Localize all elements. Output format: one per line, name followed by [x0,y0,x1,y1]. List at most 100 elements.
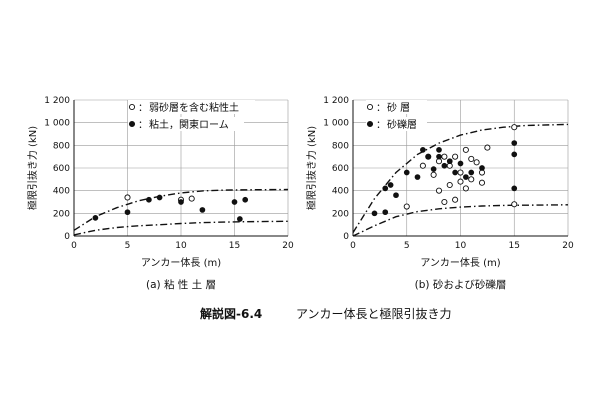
x-tick-label: 20 [562,241,574,251]
legend-backdrop [366,117,427,131]
data-point-open [457,178,464,185]
data-point-open [419,162,426,169]
legend-marker-filled [128,120,136,128]
data-point-filled [430,166,437,172]
legend-backdrop [128,117,244,131]
data-point-filled [457,160,464,167]
data-point-open [430,171,437,178]
data-point-filled [436,147,442,153]
data-point-filled [441,162,448,169]
data-point-filled [479,165,485,171]
data-point-filled [387,182,394,188]
data-point-open [478,179,486,186]
data-point-filled [420,147,426,153]
legend-colon: ： [138,120,148,131]
data-point-filled [231,199,238,205]
y-tick-label: 200 [53,209,70,219]
y-tick-label: 1 200 [323,96,349,106]
envelope-curve [73,220,289,236]
legend-colon: ： [138,103,148,114]
data-point-open [403,203,410,210]
legend-label: 砂礫層 [387,118,417,131]
y-tick-label: 400 [332,187,349,197]
data-point-filled [178,199,184,205]
data-point-filled [199,207,206,213]
data-point-open [446,181,453,189]
data-point-filled [371,210,378,217]
data-point-open [441,153,448,160]
data-point-filled [403,169,410,176]
data-point-filled [511,151,518,158]
data-point-filled [156,194,163,201]
x-tick-label: 5 [404,241,410,251]
data-point-filled [382,185,389,192]
x-axis-label: アンカー体長 (m) [420,257,500,269]
legend-marker-filled [366,120,374,128]
data-point-open [468,176,475,183]
x-tick-label: 5 [125,241,131,251]
y-tick-label: 0 [343,232,349,242]
data-point-open [435,187,443,194]
data-point-filled [382,209,389,216]
data-point-filled [436,153,442,160]
legend-backdrop [366,100,427,114]
data-point-open [462,146,469,153]
legend-marker-open [366,103,374,111]
legend-colon: ： [376,120,386,131]
x-tick-label: 10 [455,241,467,251]
data-point-filled [446,158,453,165]
data-point-filled [393,192,399,199]
data-point-open [452,196,459,203]
y-axis-label: 極限引抜き力 (kN) [305,126,318,210]
y-tick-label: 1 000 [44,119,70,129]
data-point-open [473,159,480,166]
data-point-filled [414,174,421,180]
y-tick-label: 600 [332,164,349,174]
y-tick-label: 600 [53,164,70,174]
x-tick-label: 15 [509,241,520,251]
figure-caption-label: 解説図-6.4 [200,306,262,321]
y-tick-label: 1 000 [323,119,349,129]
data-point-open [124,194,131,201]
y-tick-label: 200 [332,209,349,219]
legend-marker-open [128,103,136,111]
data-point-filled [237,216,243,222]
legend-backdrop [128,100,255,114]
y-tick-label: 400 [53,187,70,197]
data-point-open [468,155,475,162]
x-tick-label: 10 [175,241,187,251]
data-point-filled [463,174,469,180]
legend-label: 砂 層 [387,101,410,114]
x-tick-label: 20 [282,241,294,251]
legend-label: 弱砂層を含む粘性土 [149,101,239,114]
data-point-filled [511,140,518,146]
data-point-open [188,195,195,202]
legend-label: 粘土，関東ローム [149,118,229,131]
data-point-filled [511,185,518,192]
data-point-filled [146,196,152,203]
data-point-filled [92,215,99,221]
data-point-filled [468,169,475,176]
y-tick-label: 800 [332,141,349,151]
data-point-open [457,169,464,176]
data-point-filled [425,153,432,160]
y-tick-label: 0 [64,232,70,242]
data-point-open [484,144,491,151]
x-tick-label: 0 [350,241,356,251]
figure-caption-text: アンカー体長と極限引抜き力 [296,306,452,321]
envelope-curve [73,188,289,231]
x-tick-label: 15 [229,241,240,251]
data-point-filled [124,209,131,216]
x-axis-label: アンカー体長 (m) [141,257,221,269]
data-point-filled [242,196,249,203]
data-point-open [452,153,459,160]
legend-colon: ： [376,103,386,114]
chart-subtitle: (b) 砂および砂礫層 [415,278,507,291]
data-point-open [462,185,469,192]
y-axis-label: 極限引抜き力 (kN) [26,126,39,210]
data-point-open [441,198,448,206]
chart-subtitle: (a) 粘 性 土 層 [146,278,216,291]
